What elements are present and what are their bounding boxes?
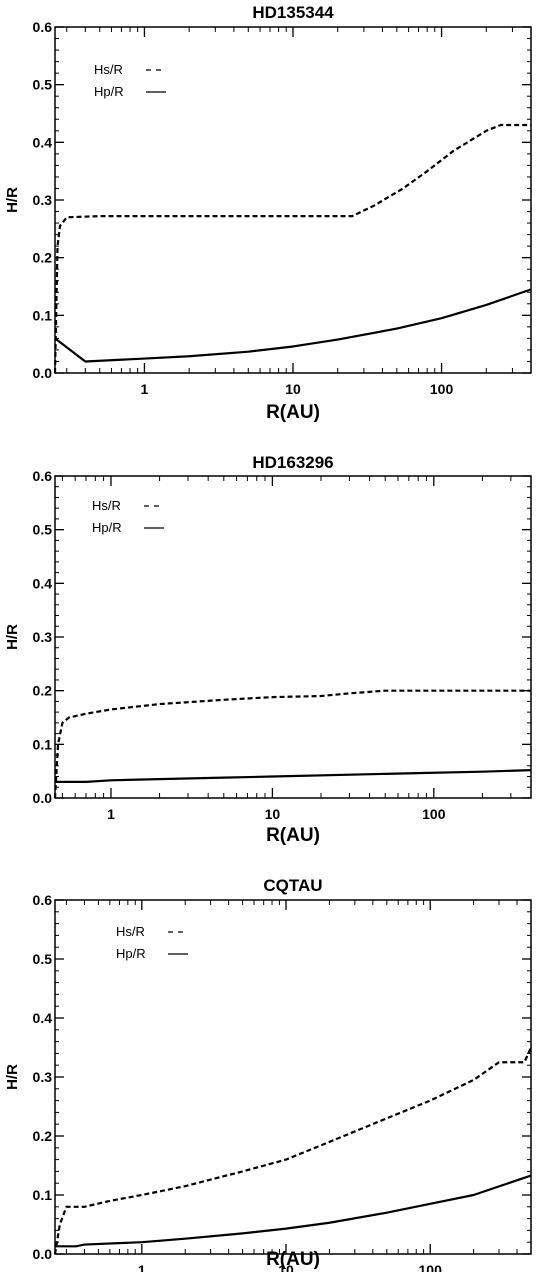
chart-title: CQTAU xyxy=(263,876,322,895)
y-tick-label: 0.0 xyxy=(33,1246,53,1262)
legend-label: Hp/R xyxy=(92,520,122,535)
series-line-hs xyxy=(53,123,531,374)
series-line-hs xyxy=(53,689,531,799)
x-tick-label: 100 xyxy=(430,381,454,397)
x-tick-label: 1 xyxy=(107,806,115,822)
x-tick-label: 1 xyxy=(138,1262,146,1272)
y-axis-label: H/R xyxy=(4,624,21,650)
chart-title: HD163296 xyxy=(252,453,333,472)
x-tick-label: 1 xyxy=(141,381,149,397)
y-tick-label: 0.3 xyxy=(33,192,53,208)
series-line-hp xyxy=(54,288,532,363)
y-tick-label: 0.4 xyxy=(33,1010,53,1026)
x-tick-label: 10 xyxy=(265,806,281,822)
x-tick-label: 100 xyxy=(419,1262,443,1272)
x-axis-label: R(AU) xyxy=(266,402,320,423)
y-tick-label: 0.6 xyxy=(33,892,53,908)
y-tick-label: 0.6 xyxy=(33,19,53,35)
series-line-hp xyxy=(55,768,532,784)
legend-label: Hp/R xyxy=(116,946,146,961)
chart-panel-2: CQTAU R(AU) H/R 0.0 0.1 0.2 0.3 0.4 0.5 0.6 1 10 100… xyxy=(4,876,533,1277)
y-tick-label: 0.5 xyxy=(33,522,53,538)
x-tick-label: 10 xyxy=(285,381,301,397)
x-tick-label: 100 xyxy=(422,806,446,822)
series-line-hs xyxy=(53,1047,533,1255)
plot-frame xyxy=(54,475,532,799)
y-tick-label: 0.3 xyxy=(33,1069,53,1085)
y-tick-label: 0.1 xyxy=(33,1187,53,1203)
y-tick-label: 0.5 xyxy=(33,951,53,967)
x-axis-label: R(AU) xyxy=(266,1249,320,1270)
plot-frame xyxy=(54,26,532,374)
legend-label: Hp/R xyxy=(94,84,124,99)
series-line-hp xyxy=(55,1174,532,1248)
legend-label: Hs/R xyxy=(94,62,123,77)
x-tick-label: 10 xyxy=(278,1262,294,1272)
y-axis-label: H/R xyxy=(4,1064,21,1090)
chart-title: HD135344 xyxy=(252,3,334,22)
y-tick-label: 0.6 xyxy=(33,468,53,484)
y-tick-label: 0.2 xyxy=(33,683,53,699)
legend-label: Hs/R xyxy=(92,498,121,513)
y-tick-label: 0.2 xyxy=(33,250,53,266)
y-tick-label: 0.2 xyxy=(33,1128,53,1144)
y-tick-label: 0.4 xyxy=(33,575,53,591)
x-axis-label: R(AU) xyxy=(266,825,320,846)
y-tick-label: 0.4 xyxy=(33,134,53,150)
y-tick-label: 0.0 xyxy=(33,790,53,806)
y-tick-label: 0.5 xyxy=(33,77,53,93)
y-tick-label: 0.1 xyxy=(33,307,53,323)
y-tick-label: 0.0 xyxy=(33,365,53,381)
y-tick-label: 0.3 xyxy=(33,629,53,645)
chart-panel-1: HD163296 R(AU) H/R 0.0 0.1 0.2 0.3 0.4 0.5 0.6 1 10… xyxy=(4,453,532,846)
y-axis-label: H/R xyxy=(4,187,21,213)
legend-label: Hs/R xyxy=(116,924,145,939)
y-tick-label: 0.1 xyxy=(33,736,53,752)
chart-panel-0: HD135344 R(AU) H/R 0.0 0.1 0.2 0.3 0.4 0.5 0.6 1 10… xyxy=(4,3,532,423)
